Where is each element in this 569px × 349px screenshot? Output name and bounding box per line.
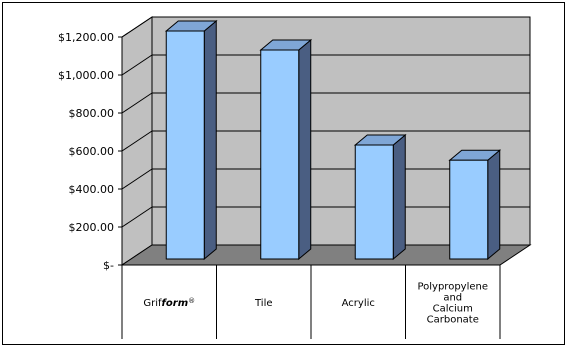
bar-side — [298, 38, 312, 261]
y-tick-label: $400.00 — [69, 183, 115, 196]
y-tick-label: $1,000.00 — [58, 69, 114, 82]
gridline-side — [121, 206, 153, 228]
x-tick-label: Tile — [254, 298, 273, 309]
bar — [164, 19, 218, 261]
bar-side — [203, 19, 217, 261]
gridline-side — [121, 92, 153, 114]
bar — [259, 38, 313, 261]
y-tick-label: $600.00 — [69, 145, 115, 158]
gridline-side — [121, 168, 153, 190]
bar-front — [260, 49, 300, 260]
y-tick-label: $1,200.00 — [58, 31, 114, 44]
y-tick-label: $800.00 — [69, 107, 115, 120]
bar-front — [354, 144, 394, 260]
bar — [353, 133, 407, 261]
bar-front — [449, 159, 489, 260]
gridline-side — [121, 54, 153, 76]
x-axis-table — [121, 264, 501, 339]
x-tick-labels: Grifform® Tile Acrylic Polypropylene and Calc… — [143, 282, 488, 326]
x-tick-label: Acrylic — [342, 298, 375, 309]
bar-side — [487, 149, 501, 261]
gridline-side — [121, 130, 153, 152]
bar-front — [165, 30, 205, 260]
bars — [164, 19, 502, 261]
y-tick-label: $200.00 — [69, 221, 115, 234]
bar-side — [392, 133, 406, 261]
gridline-side — [121, 16, 153, 38]
y-tick-label: $- — [103, 259, 114, 272]
bar — [448, 149, 502, 261]
x-tick-label: Grifform® — [143, 297, 195, 309]
x-tick-label: Polypropylene and Calcium Carbonate — [417, 282, 488, 326]
y-tick-labels: $- $200.00 $400.00 $600.00 $800.00 $1,000.00 $… — [58, 31, 114, 272]
y-axis — [118, 36, 123, 266]
